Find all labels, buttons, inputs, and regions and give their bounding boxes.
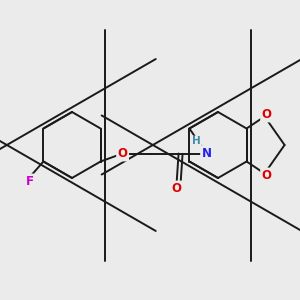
Text: O: O <box>118 147 128 160</box>
Text: H: H <box>192 136 201 146</box>
Text: O: O <box>262 108 272 121</box>
Text: O: O <box>262 169 272 182</box>
Text: F: F <box>26 175 33 188</box>
Text: O: O <box>172 182 182 195</box>
Text: N: N <box>202 147 212 160</box>
